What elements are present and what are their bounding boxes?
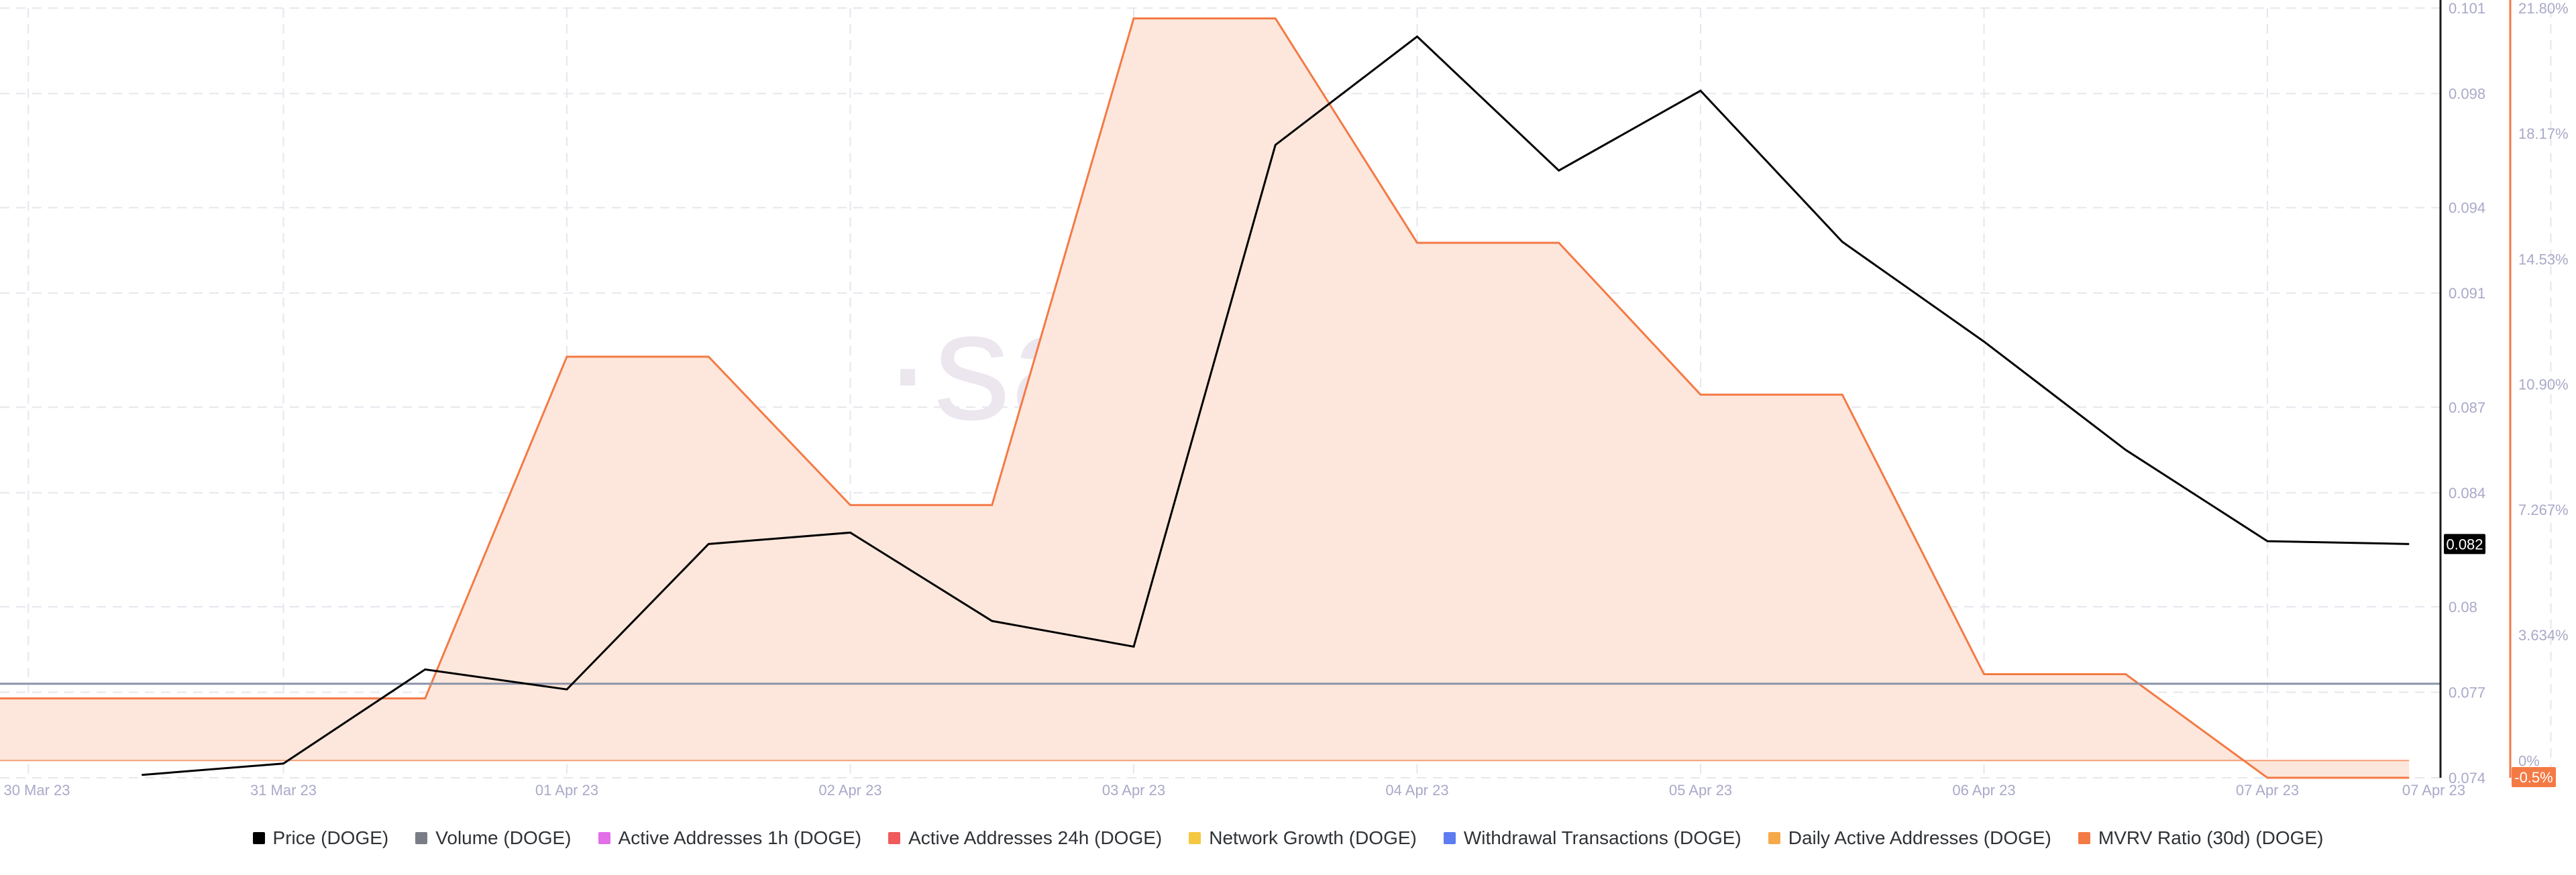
x-tick-label: 04 Apr 23 — [1385, 782, 1448, 799]
legend-item[interactable]: Withdrawal Transactions (DOGE) — [1444, 827, 1741, 849]
mvrv-tick-label: 3.634% — [2518, 627, 2569, 644]
x-tick-label: 05 Apr 23 — [1669, 782, 1732, 799]
x-tick-label: 30 Mar 23 — [3, 782, 70, 799]
legend-item[interactable]: Price (DOGE) — [253, 827, 389, 849]
price-tick-label: 0.087 — [2449, 399, 2485, 416]
legend-swatch — [1768, 832, 1780, 844]
chart-legend: Price (DOGE) Volume (DOGE) Active Addresse… — [0, 823, 2576, 853]
legend-swatch — [1444, 832, 1456, 844]
legend-swatch — [888, 832, 900, 844]
legend-label: Network Growth (DOGE) — [1209, 827, 1417, 849]
legend-label: Active Addresses 24h (DOGE) — [908, 827, 1162, 849]
mvrv-tick-label: 0% — [2518, 752, 2540, 769]
price-tick-label: 0.098 — [2449, 86, 2485, 103]
price-tick-label: 0.084 — [2449, 485, 2485, 502]
legend-swatch — [253, 832, 265, 844]
legend-swatch — [415, 832, 427, 844]
legend-swatch — [1189, 832, 1201, 844]
x-tick-label: 07 Apr 23 — [2236, 782, 2299, 799]
legend-item[interactable]: Volume (DOGE) — [415, 827, 571, 849]
mvrv-tick-label: 10.90% — [2518, 376, 2569, 393]
legend-item[interactable]: Daily Active Addresses (DOGE) — [1768, 827, 2051, 849]
price-tick-label: 0.091 — [2449, 285, 2485, 302]
legend-item[interactable]: Active Addresses 24h (DOGE) — [888, 827, 1162, 849]
legend-label: Price (DOGE) — [273, 827, 389, 849]
mvrv-tick-label: 18.17% — [2518, 125, 2569, 142]
x-tick-label: 03 Apr 23 — [1102, 782, 1165, 799]
x-tick-label: 31 Mar 23 — [250, 782, 317, 799]
x-tick-label: 02 Apr 23 — [818, 782, 881, 799]
price-tick-label: 0.08 — [2449, 599, 2477, 616]
mvrv-tick-label: 7.267% — [2518, 502, 2569, 518]
mvrv-tick-label: 14.53% — [2518, 251, 2569, 268]
legend-swatch — [598, 832, 610, 844]
price-tick-label: 0.077 — [2449, 684, 2485, 701]
label-layer: 0.082 -0.5% — [2444, 534, 2556, 787]
legend-label: Volume (DOGE) — [435, 827, 571, 849]
price-tick-label: 0.094 — [2449, 200, 2485, 217]
legend-item[interactable]: Active Addresses 1h (DOGE) — [598, 827, 862, 849]
mvrv-tick-label: 21.80% — [2518, 0, 2569, 17]
price-tick-label: 0.101 — [2449, 0, 2485, 17]
legend-label: Active Addresses 1h (DOGE) — [619, 827, 862, 849]
legend-item[interactable]: Network Growth (DOGE) — [1189, 827, 1417, 849]
legend-item[interactable]: MVRV Ratio (30d) (DOGE) — [2078, 827, 2324, 849]
x-tick-label: 01 Apr 23 — [535, 782, 598, 799]
legend-label: Withdrawal Transactions (DOGE) — [1464, 827, 1741, 849]
current-mvrv-label: -0.5% — [2514, 769, 2553, 786]
legend-swatch — [2078, 832, 2090, 844]
legend-label: Daily Active Addresses (DOGE) — [1788, 827, 2051, 849]
x-tick-label: 06 Apr 23 — [1952, 782, 2015, 799]
legend-label: MVRV Ratio (30d) (DOGE) — [2098, 827, 2324, 849]
x-tick-label: 07 Apr 23 — [2402, 782, 2465, 799]
current-price-label: 0.082 — [2446, 536, 2483, 552]
